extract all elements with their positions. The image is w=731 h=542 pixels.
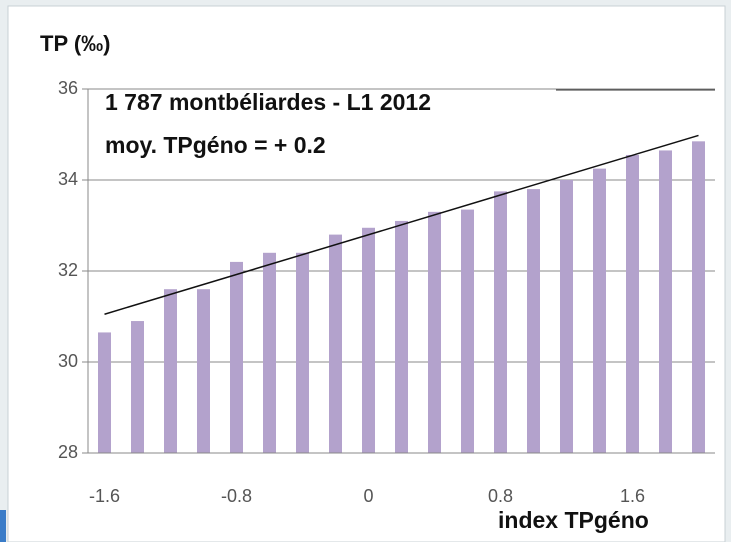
y-tick-label: 32 [58, 260, 78, 280]
bar [362, 227, 375, 453]
bar [593, 168, 606, 453]
bar [164, 289, 177, 453]
x-tick-label: -1.6 [89, 486, 120, 506]
bar [461, 209, 474, 453]
bar [659, 150, 672, 454]
bar [329, 234, 342, 453]
bar [494, 191, 507, 453]
bar [560, 180, 573, 453]
bar [131, 321, 144, 453]
annotation: moy. TPgéno = + 0.2 [105, 132, 326, 158]
y-tick-label: 28 [58, 442, 78, 462]
chart-title: TP (‰) [40, 31, 110, 56]
x-tick-label: -0.8 [221, 486, 252, 506]
x-tick-label: 0.8 [488, 486, 513, 506]
bar [98, 332, 111, 453]
bar [692, 141, 705, 453]
x-tick-label: 1.6 [620, 486, 645, 506]
trend-line [104, 134, 699, 315]
x-tick-label: 0 [363, 486, 373, 506]
bar [230, 261, 243, 453]
x-axis-label: index TPgéno [498, 507, 649, 533]
bar [197, 289, 210, 453]
bar [626, 154, 639, 453]
y-tick-label: 36 [58, 78, 78, 98]
bar [527, 189, 540, 453]
annotation: 1 787 montbéliardes - L1 2012 [105, 89, 431, 115]
bar [263, 252, 276, 453]
y-tick-label: 34 [58, 169, 78, 189]
bar [395, 220, 408, 453]
bar [428, 211, 441, 453]
bar [296, 252, 309, 453]
corner-mark [0, 510, 6, 542]
y-tick-label: 30 [58, 351, 78, 371]
